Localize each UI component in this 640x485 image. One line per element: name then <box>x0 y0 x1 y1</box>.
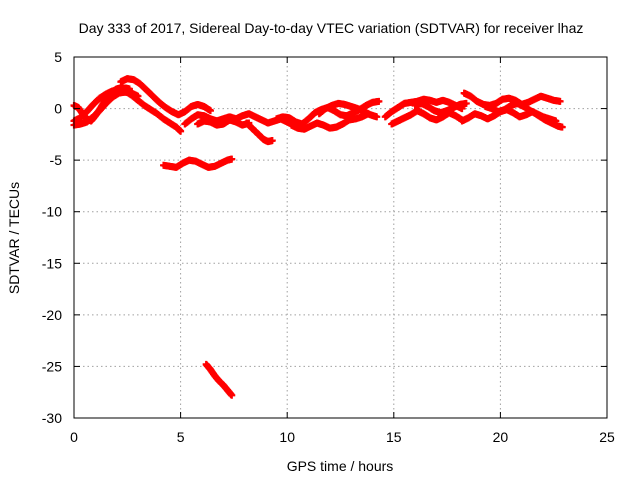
y-tick-label: -25 <box>42 358 62 374</box>
y-tick-label: -5 <box>50 152 63 168</box>
x-tick-label: 10 <box>279 429 295 445</box>
data-point <box>177 127 185 135</box>
y-tick-label: -15 <box>42 255 62 271</box>
y-tick-label: 5 <box>54 49 62 65</box>
series-trace-3 <box>70 88 142 129</box>
x-tick-label: 5 <box>177 429 185 445</box>
data-point <box>552 117 560 125</box>
data-point <box>375 97 383 105</box>
grid-lines <box>74 57 607 418</box>
plot-frame <box>73 56 608 419</box>
series-trace-18 <box>481 99 560 125</box>
y-tick-label: -10 <box>42 204 62 220</box>
y-axis-label: SDTVAR / TECUs <box>6 182 22 294</box>
series-trace-11 <box>287 110 372 133</box>
data-layer <box>70 75 566 399</box>
data-point <box>462 99 470 107</box>
chart-title: Day 333 of 2017, Sidereal Day-to-day VTE… <box>79 20 584 36</box>
x-tick-label: 15 <box>386 429 402 445</box>
x-axis-label: GPS time / hours <box>287 458 394 474</box>
y-tick-label: -30 <box>42 410 62 426</box>
data-point <box>206 107 214 115</box>
y-tick-label: 0 <box>54 101 62 117</box>
data-point <box>268 137 276 145</box>
series-trace-14 <box>388 107 466 128</box>
x-tick-label: 0 <box>70 429 78 445</box>
data-point <box>558 123 566 131</box>
series-trace-9 <box>202 360 236 399</box>
x-tick-label: 20 <box>493 429 509 445</box>
series-trace-8 <box>160 155 236 171</box>
y-tick-label: -20 <box>42 307 62 323</box>
series-trace-7 <box>243 119 276 146</box>
series-trace-4 <box>117 75 214 119</box>
data-point <box>373 113 381 121</box>
series-trace-12 <box>315 99 381 121</box>
data-point <box>556 97 564 105</box>
series-trace-15 <box>411 99 470 117</box>
data-point <box>134 92 142 100</box>
data-point <box>228 391 236 399</box>
data-point <box>228 155 236 163</box>
axis-ticks: 0 5 10 15 20 25 5 0 -5 -10 -15 -20 -25 -30 <box>42 49 615 445</box>
x-tick-label: 25 <box>599 429 615 445</box>
